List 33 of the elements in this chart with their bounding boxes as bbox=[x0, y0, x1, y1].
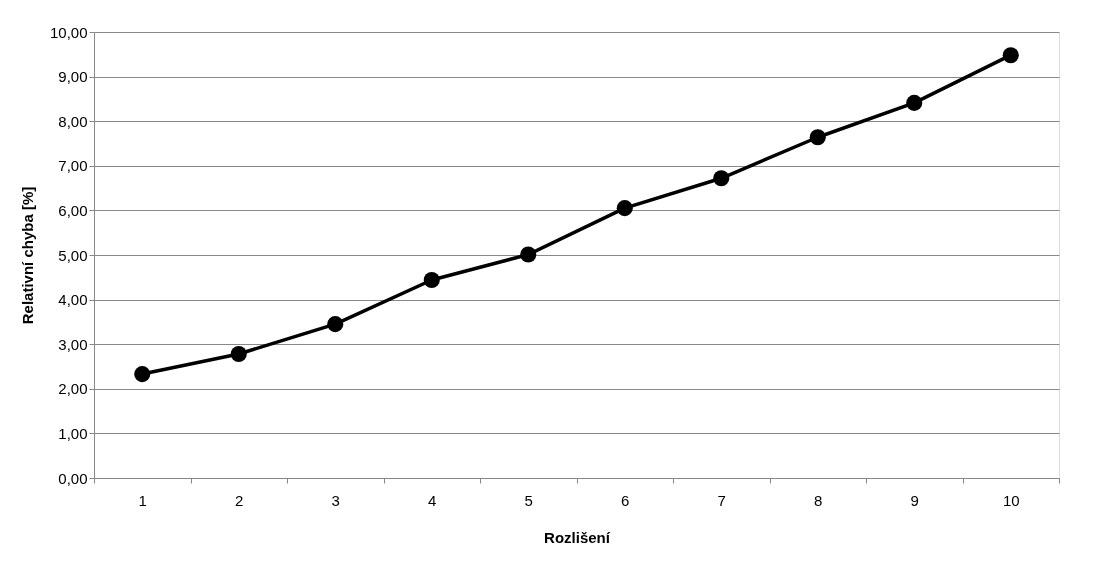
x-tick-label: 5 bbox=[524, 491, 533, 509]
y-tick-label: 10,00 bbox=[49, 23, 88, 41]
point bbox=[809, 129, 826, 146]
point bbox=[520, 246, 537, 263]
y-tick-label: 7,00 bbox=[58, 157, 88, 175]
y-tick-label: 4,00 bbox=[58, 291, 88, 309]
point bbox=[906, 94, 923, 111]
point bbox=[423, 271, 440, 289]
y-tick-label: 1,00 bbox=[58, 424, 88, 442]
x-axis-title: Rozlišení bbox=[544, 528, 611, 546]
y-tick-label: 0,00 bbox=[58, 469, 88, 487]
y-tick-label: 5,00 bbox=[58, 246, 88, 264]
x-tick-label: 6 bbox=[621, 491, 630, 509]
y-tick-label: 8,00 bbox=[58, 112, 88, 130]
y-tick-label: 2,00 bbox=[58, 380, 88, 398]
x-tick-label: 7 bbox=[717, 491, 726, 509]
x-tick-label: 9 bbox=[910, 491, 919, 509]
x-tick-label: 4 bbox=[428, 491, 437, 509]
point bbox=[616, 200, 633, 217]
point bbox=[713, 170, 730, 187]
x-tick-label: 8 bbox=[814, 491, 823, 509]
point bbox=[230, 345, 247, 363]
x-tick-label: 3 bbox=[331, 491, 340, 509]
point bbox=[1002, 47, 1019, 64]
x-tick-label: 1 bbox=[138, 491, 147, 509]
y-axis-title: Relativní chyba [%] bbox=[18, 186, 36, 325]
y-tick-label: 3,00 bbox=[58, 335, 88, 353]
x-tick-label: 10 bbox=[1002, 491, 1020, 509]
y-tick-label: 6,00 bbox=[58, 201, 88, 219]
point bbox=[327, 316, 344, 333]
x-tick-label: 2 bbox=[235, 491, 244, 509]
y-tick-label: 9,00 bbox=[58, 68, 88, 86]
point bbox=[134, 366, 151, 383]
